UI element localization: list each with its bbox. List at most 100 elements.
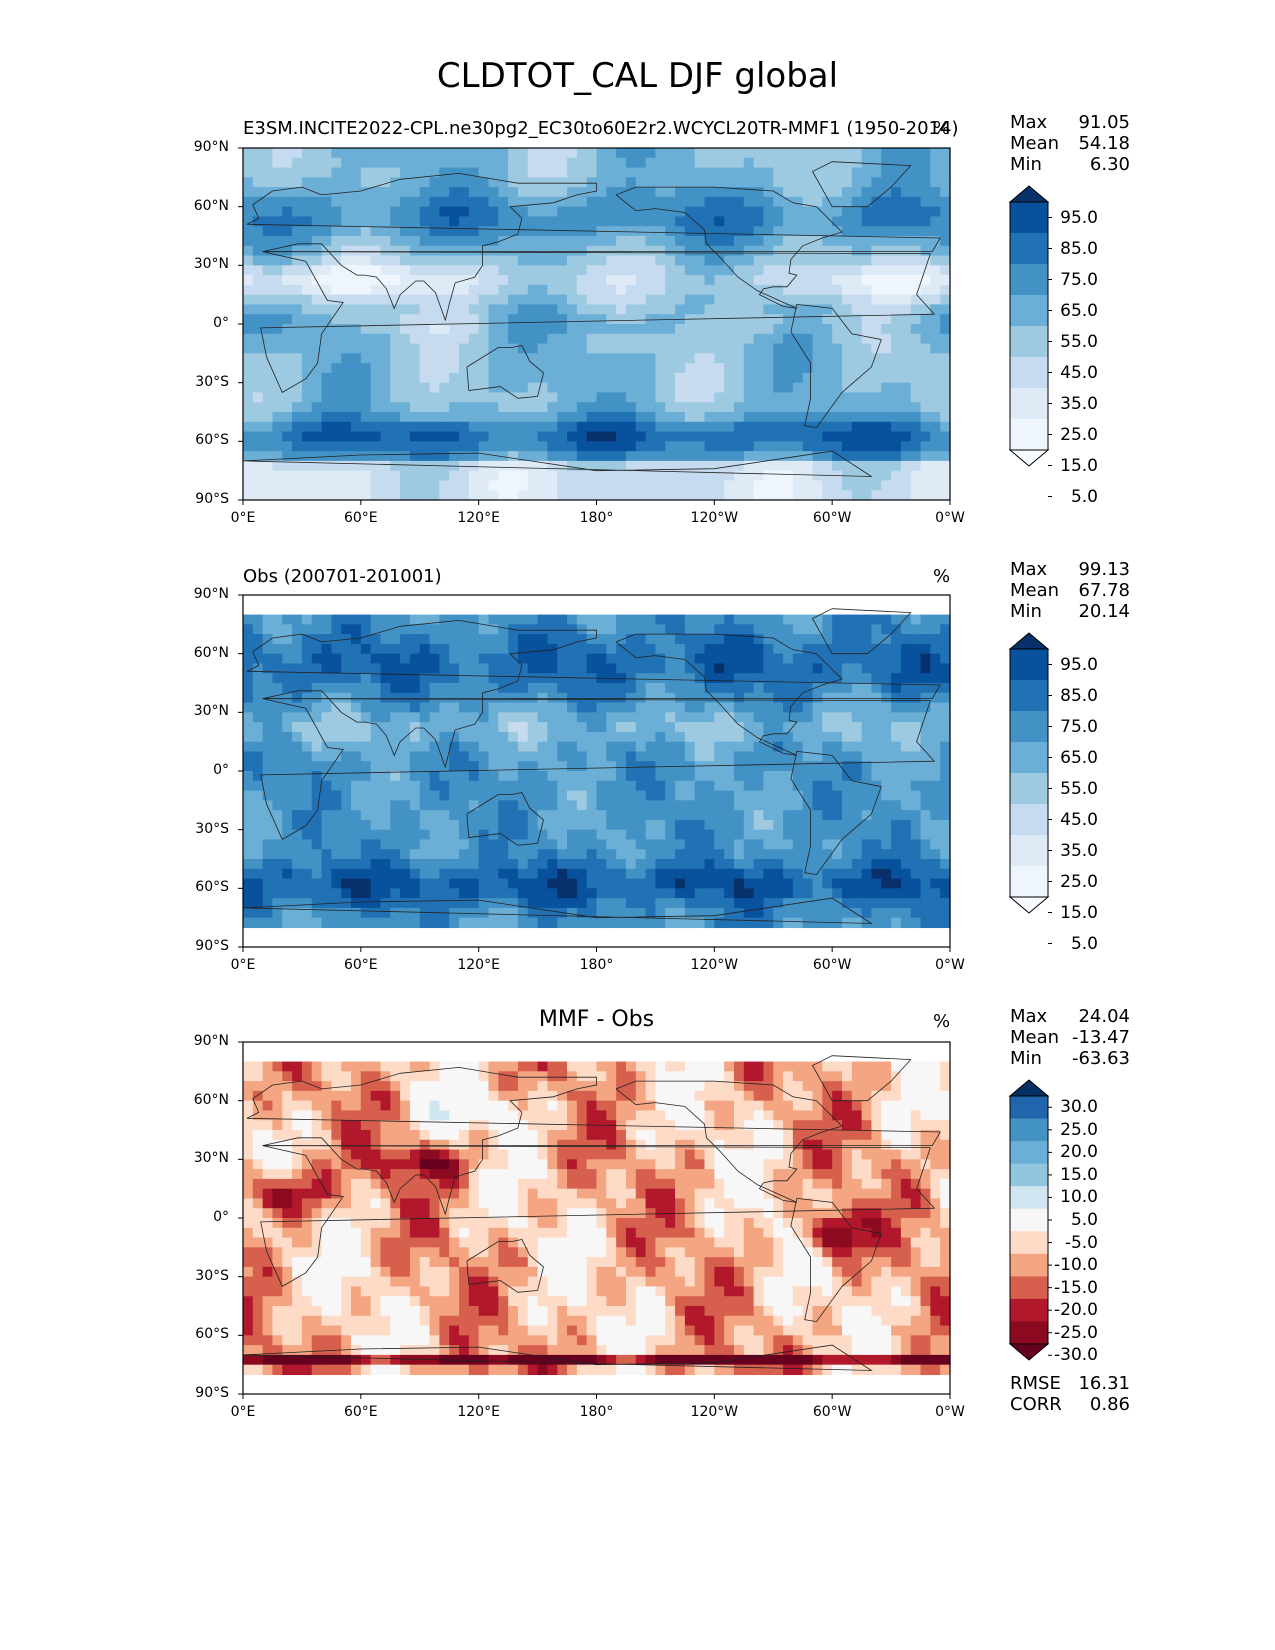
map-frame-obs	[242, 594, 951, 948]
colorbar-tick-label: 55.0	[1060, 331, 1098, 352]
stat-value-mean: -13.47	[1071, 1027, 1130, 1048]
colorbar-tick-label: 75.0	[1060, 716, 1098, 737]
lat-tick-label: 60°S	[195, 432, 229, 449]
lon-tick-label: 180°	[579, 1404, 614, 1420]
stat-label-max: Max	[1010, 559, 1048, 580]
lat-tick-label: 0°	[213, 1209, 229, 1225]
colorbar-tick-label: 20.0	[1060, 1142, 1098, 1163]
lat-tick-label: 30°S	[195, 1267, 229, 1284]
lon-tick-label: 120°W	[690, 1404, 739, 1420]
colorbar-tick-label: 5.0	[1070, 486, 1098, 507]
lat-tick-label: 60°N	[193, 644, 229, 661]
stat-value-corr: 0.86	[1089, 1394, 1130, 1415]
colorbar-tick-label: 5.0	[1070, 1210, 1098, 1230]
stat-value-min: 6.30	[1089, 154, 1130, 175]
lat-tick-label: 60°S	[195, 879, 229, 896]
stat-label-max: Max	[1010, 112, 1048, 133]
lat-tick-label: 90°S	[195, 938, 229, 954]
colorbar-model	[1008, 185, 1052, 497]
colorbar-tick-label: 25.0	[1060, 1119, 1098, 1140]
lon-tick-label: 0°E	[230, 957, 256, 973]
colorbar-tick-label: 35.0	[1060, 840, 1098, 861]
colorbar-tick-label: 95.0	[1060, 654, 1098, 675]
lat-tick-label: 30°N	[193, 256, 229, 273]
lat-tick-label: 30°S	[195, 820, 229, 837]
colorbar-tick-label: 15.0	[1060, 455, 1098, 476]
lat-tick-label: 0°	[213, 762, 229, 778]
colorbar-tick-label: -15.0	[1054, 1277, 1098, 1298]
lat-tick-label: 30°N	[193, 703, 229, 720]
lat-tick-label: 30°S	[195, 373, 229, 390]
stat-value-min: 20.14	[1078, 601, 1130, 622]
colorbar-tick-label: -30.0	[1054, 1345, 1098, 1366]
colorbar-tick-label: 65.0	[1060, 747, 1098, 768]
lon-tick-label: 120°W	[690, 510, 739, 526]
colorbar-tick-label: 45.0	[1060, 362, 1098, 383]
colorbar-tick-label: 45.0	[1060, 809, 1098, 830]
lat-tick-label: 60°N	[193, 1091, 229, 1108]
coastlines-obs	[242, 608, 941, 924]
colorbar-tick-label: -25.0	[1054, 1322, 1098, 1343]
lat-tick-label: 60°S	[195, 1326, 229, 1343]
lon-tick-label: 0°W	[935, 957, 965, 973]
lat-tick-label: 90°N	[193, 139, 229, 155]
lon-tick-label: 120°W	[690, 957, 739, 973]
stat-value-max: 91.05	[1078, 112, 1130, 133]
lon-tick-label: 60°E	[343, 1404, 378, 1420]
lon-tick-label: 120°E	[457, 957, 500, 973]
map-field-obs	[243, 614, 951, 929]
colorbar-tick-label: 5.0	[1070, 933, 1098, 954]
colorbar-diff	[1008, 1079, 1052, 1361]
lon-tick-label: 60°E	[343, 510, 378, 526]
lon-tick-label: 0°W	[935, 510, 965, 526]
stat-value-max: 99.13	[1078, 559, 1130, 580]
coastlines-diff	[242, 1055, 941, 1371]
lon-tick-label: 60°W	[812, 957, 852, 973]
stat-label-min: Min	[1010, 601, 1042, 622]
panel-left-title: Obs (200701-201001)	[243, 566, 442, 587]
panel-units: %	[933, 1011, 951, 1032]
lon-tick-label: 0°E	[230, 1404, 256, 1420]
colorbar-tick-label: 10.0	[1060, 1187, 1098, 1208]
colorbar-tick-label: 25.0	[1060, 871, 1098, 892]
panel-center-title: MMF - Obs	[538, 1007, 655, 1032]
colorbar-tick-label: 85.0	[1060, 238, 1098, 259]
lat-tick-label: 60°N	[193, 197, 229, 214]
coastlines-model	[242, 161, 941, 477]
lon-tick-label: 180°	[579, 510, 614, 526]
colorbar-tick-label: 35.0	[1060, 393, 1098, 414]
map-frame-diff	[242, 1041, 951, 1395]
lat-tick-label: 90°S	[195, 1385, 229, 1401]
colorbar-tick-label: 25.0	[1060, 424, 1098, 445]
lat-tick-label: 30°N	[193, 1150, 229, 1167]
figure-title: CLDTOT_CAL DJF global	[436, 56, 839, 96]
colorbar-tick-label: -10.0	[1054, 1255, 1098, 1276]
colorbar-tick-label: 95.0	[1060, 207, 1098, 228]
stat-value-mean: 54.18	[1078, 133, 1130, 154]
colorbar-tick-label: 30.0	[1060, 1097, 1098, 1118]
panel-units: %	[933, 566, 951, 587]
colorbar-tick-label: 75.0	[1060, 269, 1098, 290]
colorbar-tick-label: 85.0	[1060, 685, 1098, 706]
lon-tick-label: 60°W	[812, 510, 852, 526]
colorbar-tick-label: -20.0	[1054, 1300, 1098, 1321]
colorbar-obs	[1008, 632, 1052, 944]
colorbar-tick-label: -5.0	[1064, 1232, 1098, 1253]
lon-tick-label: 120°E	[457, 1404, 500, 1420]
stat-value-max: 24.04	[1078, 1006, 1130, 1027]
lon-tick-label: 60°W	[812, 1404, 852, 1420]
colorbar-tick-label: 15.0	[1060, 1164, 1098, 1185]
stat-label-min: Min	[1010, 154, 1042, 175]
lat-tick-label: 90°N	[193, 1033, 229, 1049]
lon-tick-label: 0°E	[230, 510, 256, 526]
map-frame-model	[242, 147, 951, 501]
lat-tick-label: 0°	[213, 315, 229, 331]
map-field-model	[243, 148, 951, 501]
colorbar-tick-label: 65.0	[1060, 300, 1098, 321]
map-field-diff	[243, 1061, 951, 1376]
lon-tick-label: 60°E	[343, 957, 378, 973]
panel-units: %	[933, 118, 951, 139]
lat-tick-label: 90°S	[195, 491, 229, 507]
lon-tick-label: 180°	[579, 957, 614, 973]
panel-left-title: E3SM.INCITE2022-CPL.ne30pg2_EC30to60E2r2…	[243, 118, 959, 139]
